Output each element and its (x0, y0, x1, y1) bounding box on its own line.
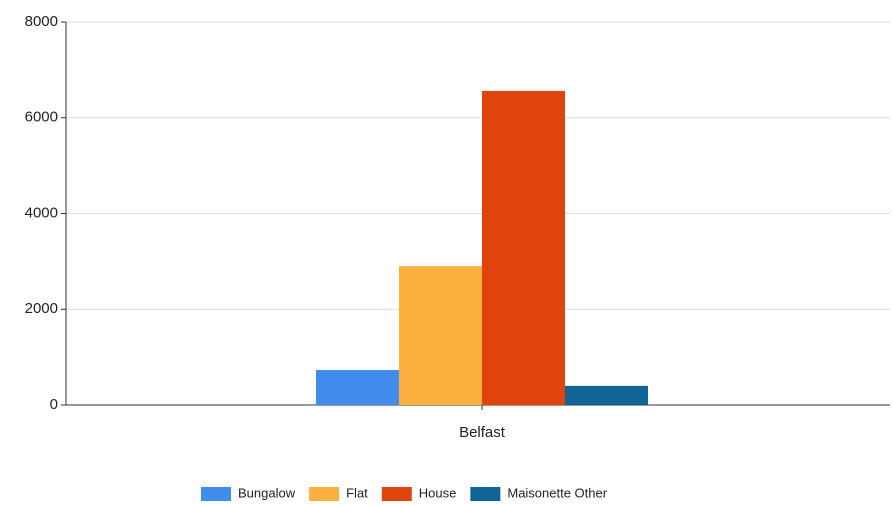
y-tick-label: 8000 (25, 13, 58, 30)
legend-swatch (470, 487, 501, 501)
bar (316, 370, 399, 405)
y-tick-label: 6000 (25, 109, 58, 126)
legend-label: Flat (346, 485, 368, 500)
legend-swatch (201, 487, 231, 501)
y-tick-label: 0 (50, 396, 58, 413)
bar (399, 266, 482, 405)
bar (565, 385, 648, 405)
legend-swatch (381, 487, 412, 501)
x-tick-label: Belfast (459, 424, 506, 441)
bar (482, 90, 565, 405)
legend-label: Bungalow (238, 485, 296, 500)
y-tick-label: 4000 (25, 204, 58, 221)
legend-swatch (309, 487, 340, 501)
legend: Bungalow Flat House Maisonette Other (201, 485, 608, 501)
y-tick-label: 2000 (25, 300, 58, 317)
legend-label: House (419, 485, 457, 500)
legend-label: Maisonette Other (507, 485, 607, 500)
